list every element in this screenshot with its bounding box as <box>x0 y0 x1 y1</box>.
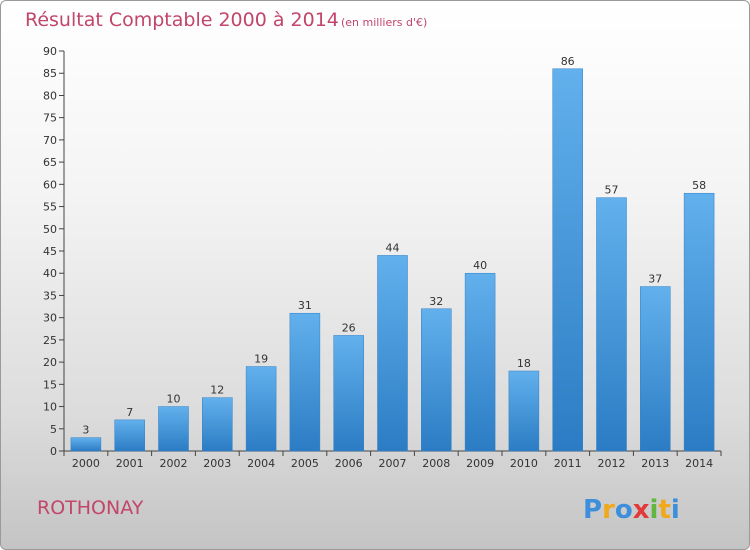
bar-2011 <box>552 68 583 452</box>
x-tick-label: 2014 <box>685 457 713 470</box>
data-label-2002: 10 <box>167 393 181 406</box>
data-label-2000: 3 <box>82 424 89 437</box>
bar-2004 <box>245 366 277 452</box>
data-label-2007: 44 <box>386 241 400 254</box>
y-tick-label: 70 <box>43 134 57 147</box>
bar-2013 <box>640 286 671 452</box>
y-axis: 0 5 10 15 20 25 30 35 40 45 50 55 60 65 70 75 80 85 90 <box>43 45 65 458</box>
y-tick-label: 50 <box>43 223 57 236</box>
data-label-2010: 18 <box>517 357 531 370</box>
x-tick-label: 2007 <box>379 457 407 470</box>
bar-2007 <box>377 255 408 452</box>
x-tick-label: 2010 <box>510 457 538 470</box>
x-tick-label: 2002 <box>160 457 188 470</box>
data-label-2003: 12 <box>210 384 224 397</box>
chart-title: Résultat Comptable 2000 à 2014 <box>25 9 339 31</box>
y-tick-label: 90 <box>43 45 57 58</box>
x-tick-label: 2012 <box>598 457 626 470</box>
bar-2000 <box>70 437 102 452</box>
x-tick-label: 2011 <box>554 457 582 470</box>
chart-subtitle: (en milliers d'€) <box>341 16 427 29</box>
x-tick-label: 2008 <box>422 457 450 470</box>
data-label-2008: 32 <box>429 295 443 308</box>
x-tick-label: 2005 <box>291 457 319 470</box>
y-tick-label: 85 <box>43 67 57 80</box>
data-label-2013: 37 <box>648 273 662 286</box>
y-tick-label: 0 <box>50 445 57 458</box>
logo-text: Proxiti <box>583 495 680 525</box>
x-tick-label: 2001 <box>116 457 144 470</box>
y-tick-label: 25 <box>43 334 57 347</box>
y-tick-label: 65 <box>43 156 57 169</box>
bar-2006 <box>333 335 364 452</box>
y-tick-label: 40 <box>43 267 57 280</box>
y-tick-label: 15 <box>43 378 57 391</box>
y-tick-label: 60 <box>43 178 57 191</box>
data-label-2014: 58 <box>692 179 706 192</box>
data-label-2012: 57 <box>605 184 619 197</box>
x-tick-label: 2000 <box>72 457 100 470</box>
bar-2008 <box>421 308 452 452</box>
bar-2001 <box>114 419 145 452</box>
y-tick-label: 10 <box>43 401 57 414</box>
bars <box>70 68 715 452</box>
bar-2003 <box>202 397 233 452</box>
y-tick-label: 5 <box>50 423 57 436</box>
bar-2002 <box>158 406 189 452</box>
data-label-2006: 26 <box>342 321 356 334</box>
bar-2014 <box>683 192 715 452</box>
y-tick-label: 75 <box>43 112 57 125</box>
y-tick-label: 20 <box>43 356 57 369</box>
x-tick-label: 2006 <box>335 457 363 470</box>
bar-2005 <box>289 312 321 452</box>
proxiti-logo: Proxiti <box>583 495 680 525</box>
location-label: ROTHONAY <box>37 497 144 519</box>
data-label-2005: 31 <box>298 299 312 312</box>
data-label-2001: 7 <box>126 406 133 419</box>
data-label-2004: 19 <box>254 353 268 366</box>
bar-2009 <box>464 272 496 452</box>
x-axis: 2000 2001 2002 2003 2004 2005 2006 2007 2008 2009… <box>63 450 722 470</box>
x-tick-label: 2003 <box>203 457 231 470</box>
data-label-2011: 86 <box>561 55 575 68</box>
data-label-2009: 40 <box>473 259 487 272</box>
y-tick-label: 35 <box>43 289 57 302</box>
y-tick-label: 55 <box>43 201 57 214</box>
x-tick-label: 2009 <box>466 457 494 470</box>
y-tick-label: 45 <box>43 245 57 258</box>
y-tick-label: 30 <box>43 312 57 325</box>
x-tick-label: 2004 <box>247 457 275 470</box>
x-tick-label: 2013 <box>641 457 669 470</box>
bar-2012 <box>596 197 627 452</box>
bar-2010 <box>508 370 540 452</box>
y-tick-label: 80 <box>43 89 57 102</box>
